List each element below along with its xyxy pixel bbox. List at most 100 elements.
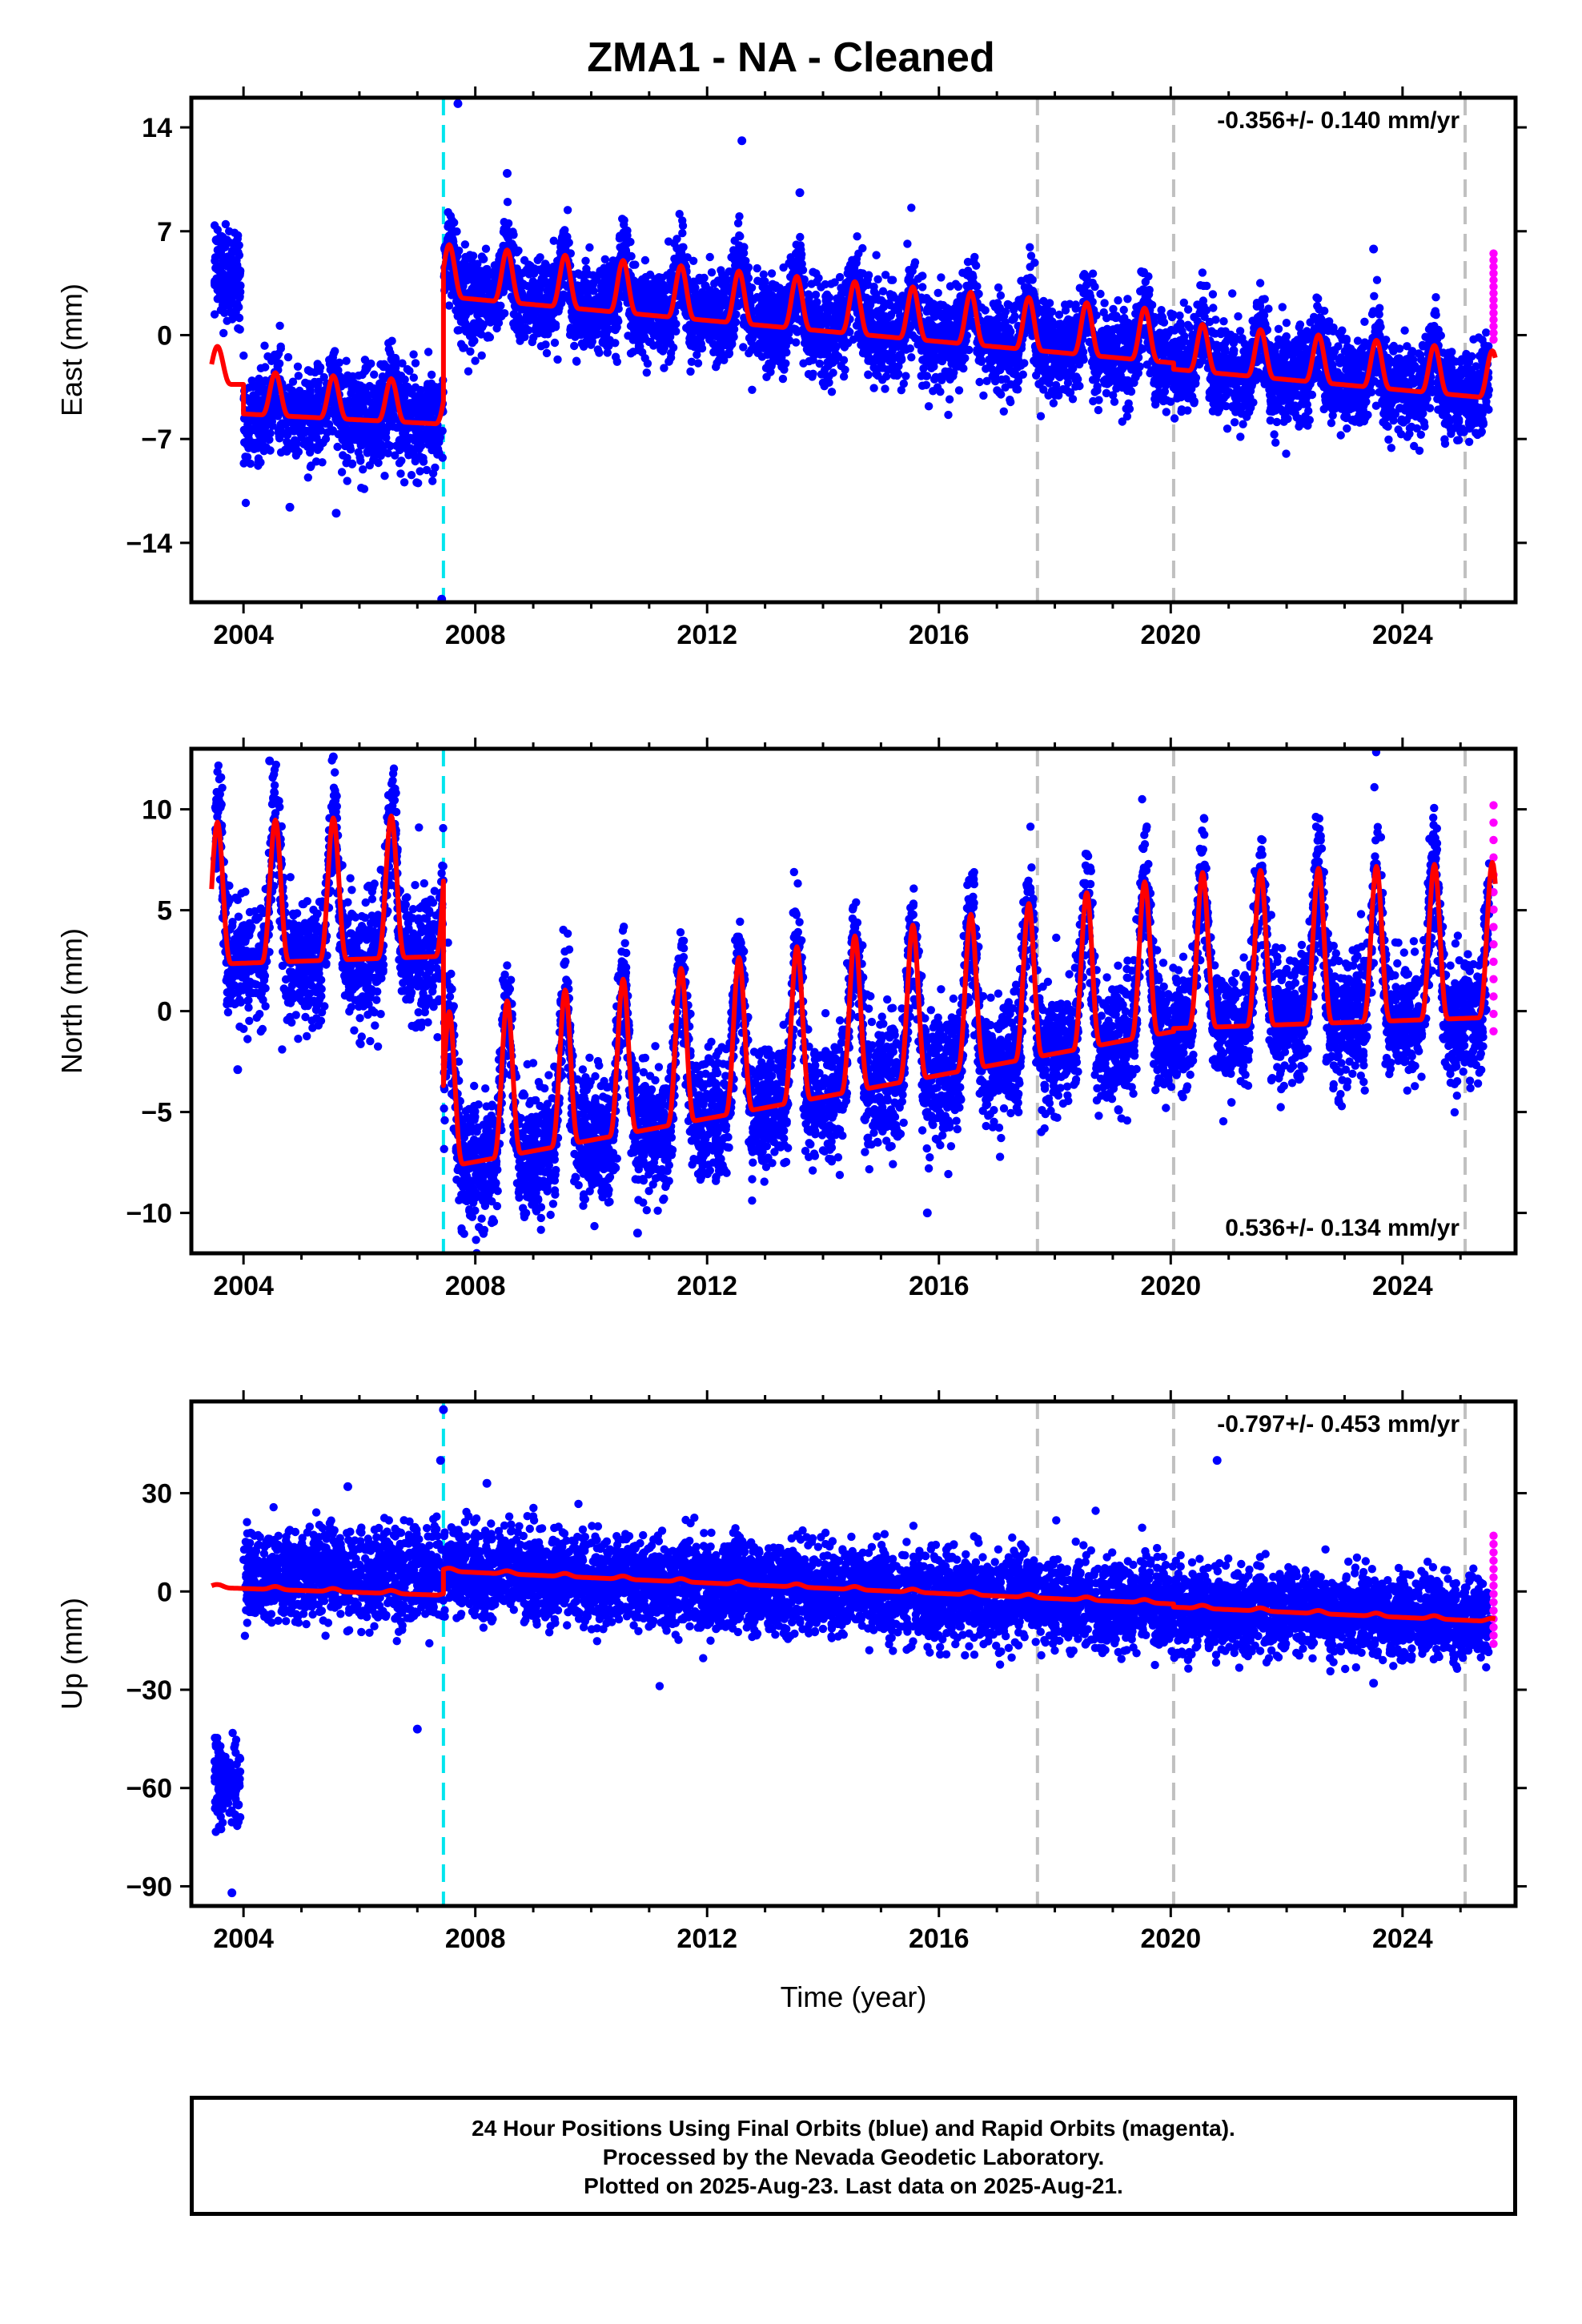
data-point (300, 396, 309, 405)
data-point (291, 437, 301, 447)
data-point (600, 312, 608, 322)
data-point (354, 448, 363, 456)
data-point (226, 308, 235, 317)
data-point (360, 356, 370, 364)
data-point (839, 372, 849, 381)
data-point (400, 478, 409, 487)
data-point (374, 458, 383, 468)
data-point (581, 256, 590, 265)
data-point (672, 327, 681, 336)
data-point (837, 283, 845, 292)
data-point (907, 203, 916, 212)
data-point (283, 416, 292, 425)
data-point (424, 392, 432, 401)
data-point (853, 232, 861, 241)
data-point (936, 388, 945, 396)
data-point (383, 440, 392, 449)
data-point (972, 261, 981, 270)
data-point (755, 293, 764, 302)
data-point (807, 279, 816, 288)
data-point (404, 451, 413, 460)
data-point (398, 359, 407, 368)
data-point (444, 207, 452, 217)
data-point (275, 321, 284, 330)
data-point (395, 459, 404, 468)
data-point (239, 459, 248, 468)
data-point (1142, 360, 1152, 369)
data-point (765, 359, 773, 368)
data-point (796, 232, 805, 242)
data-point (501, 230, 511, 239)
data-point (480, 255, 488, 263)
data-point (234, 231, 243, 240)
data-point (223, 293, 231, 302)
data-point (470, 336, 479, 345)
data-point (246, 459, 255, 468)
data-point (481, 244, 491, 253)
data-point (550, 338, 560, 348)
data-point (919, 364, 928, 373)
data-point (412, 430, 421, 439)
data-point (356, 456, 365, 465)
plot-area-0 (209, 98, 1498, 602)
data-point (927, 362, 936, 371)
data-point (1157, 306, 1166, 315)
data-point (553, 355, 562, 364)
data-point (808, 372, 817, 381)
data-point (382, 433, 391, 442)
data-point (707, 268, 717, 277)
data-point (331, 364, 339, 372)
data-point (779, 263, 788, 272)
data-point (748, 385, 757, 394)
data-point (429, 386, 438, 396)
data-point (299, 426, 308, 435)
data-point (228, 289, 238, 298)
data-point (354, 371, 363, 380)
data-point (1091, 375, 1101, 384)
data-point (323, 428, 331, 437)
data-point (255, 427, 264, 436)
data-point (460, 343, 468, 352)
data-point (370, 370, 379, 379)
data-point (603, 348, 612, 357)
data-point (1094, 405, 1103, 415)
data-point (1093, 382, 1102, 391)
data-point (484, 332, 492, 340)
data-point (219, 256, 227, 265)
data-point (351, 393, 359, 402)
data-point (427, 370, 436, 380)
data-point (266, 428, 275, 438)
data-point (269, 401, 279, 410)
data-point (873, 275, 882, 283)
data-point (327, 408, 335, 417)
data-point (471, 356, 480, 365)
data-point (1026, 243, 1034, 251)
data-point (903, 239, 912, 248)
data-point (356, 381, 365, 390)
data-point (359, 465, 367, 474)
data-point (246, 426, 255, 435)
data-point (225, 227, 234, 235)
data-point (979, 391, 988, 400)
data-point (1053, 335, 1062, 344)
data-point (266, 446, 275, 455)
data-point (717, 350, 726, 360)
data-point (533, 255, 542, 264)
data-point (640, 255, 650, 265)
data-point (303, 436, 312, 445)
data-point (283, 352, 293, 362)
data-point (403, 364, 412, 374)
data-point (293, 362, 303, 371)
data-point (234, 324, 243, 333)
data-point (735, 212, 744, 221)
data-point (829, 368, 837, 377)
data-point (345, 376, 354, 385)
data-point (503, 198, 512, 207)
data-point (384, 339, 393, 348)
data-point (344, 396, 353, 405)
data-point (464, 264, 472, 273)
data-point (211, 278, 220, 287)
data-point (624, 332, 632, 340)
data-point (313, 403, 322, 412)
